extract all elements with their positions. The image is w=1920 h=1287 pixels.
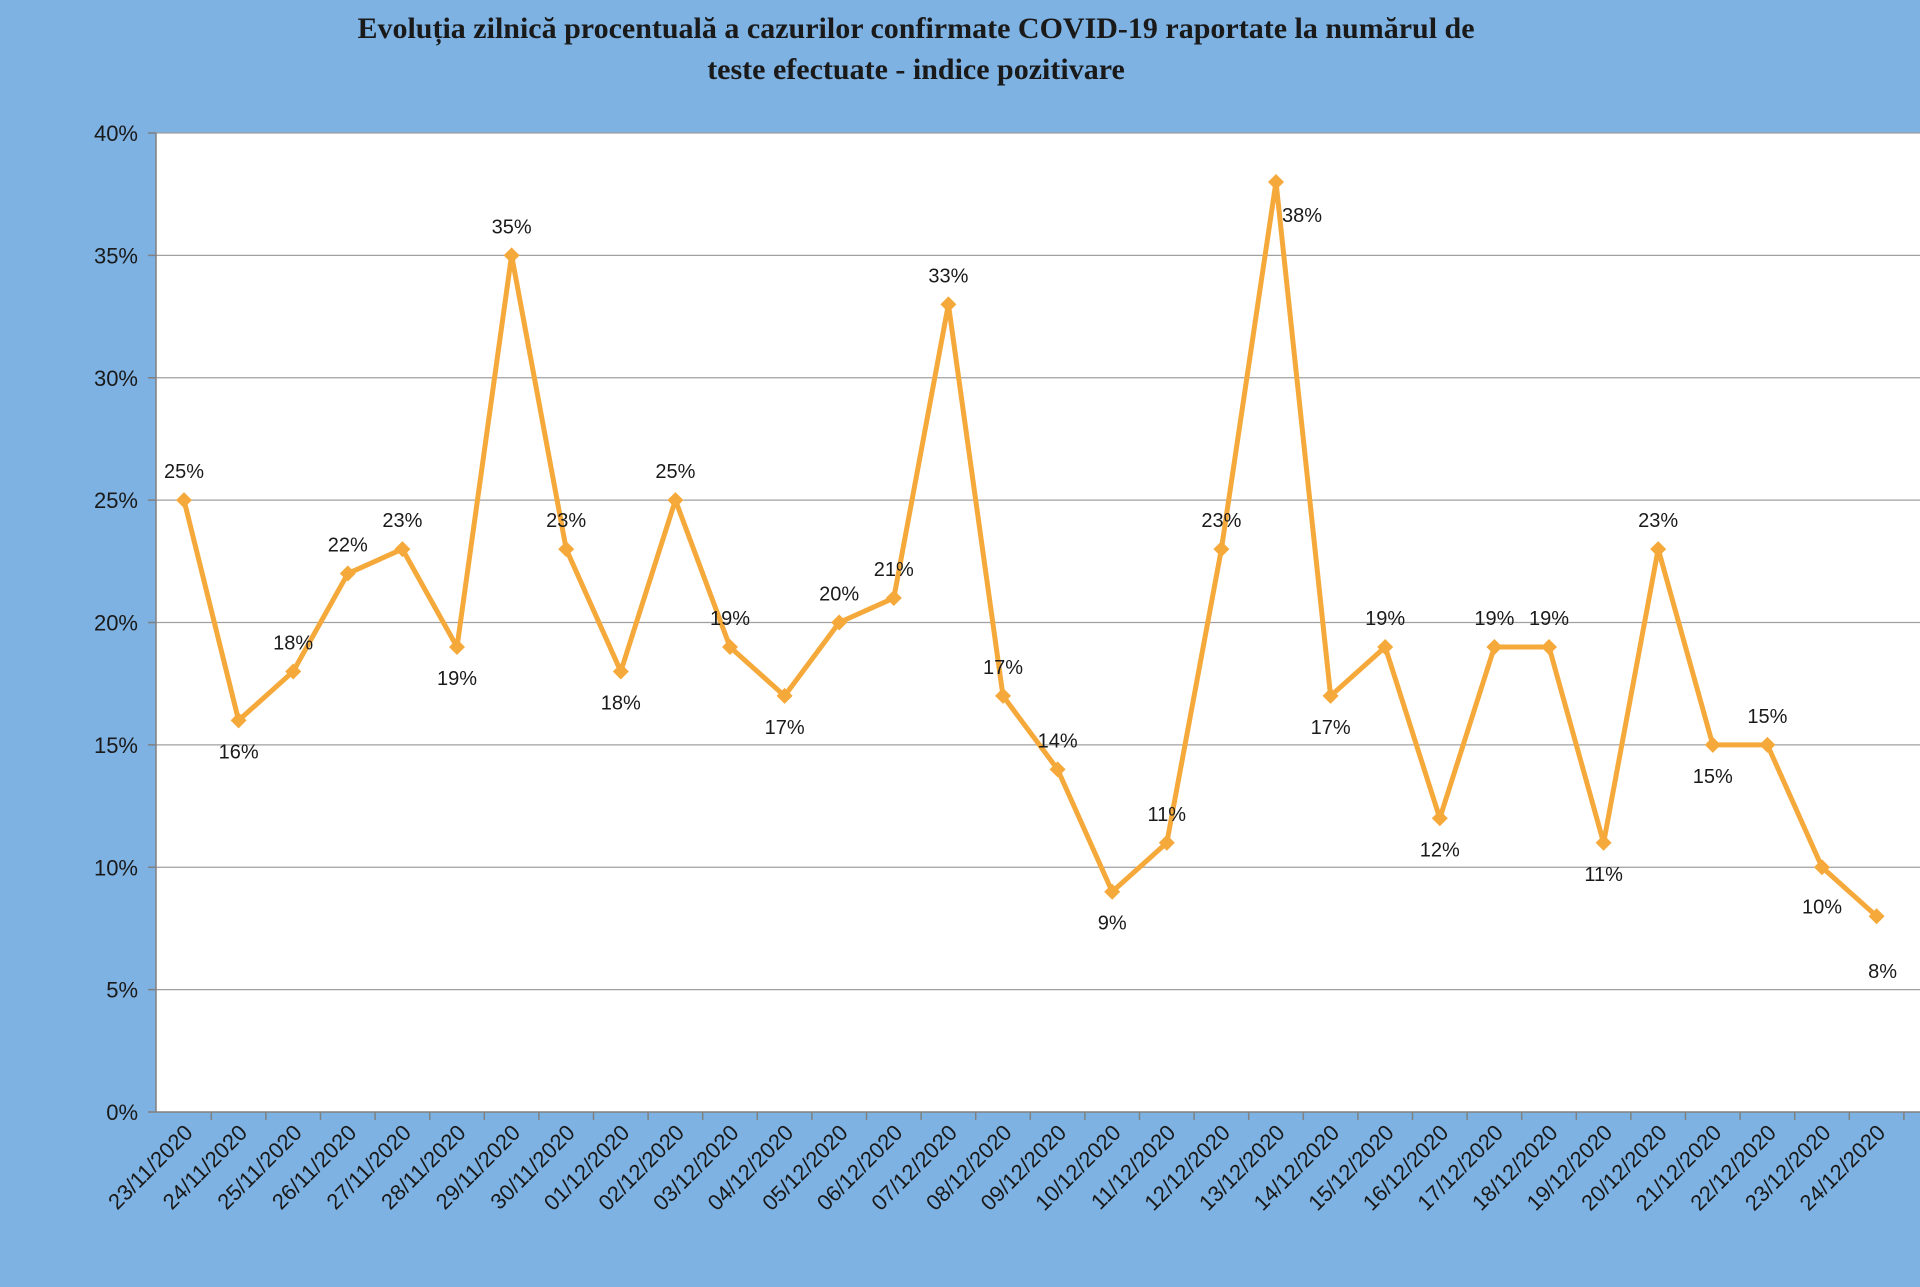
data-point (503, 247, 520, 264)
data-point (1541, 638, 1557, 655)
data-labels: 25% 16% 18% 22% 23% 19% 35% 23% 18% 25% 19% 17% 20% 2… (164, 205, 1897, 983)
y-tick-label: 25% (94, 488, 138, 513)
data-point (1049, 761, 1066, 778)
data-label: 25% (164, 461, 204, 483)
data-point (1377, 638, 1394, 655)
data-label: 11% (1584, 864, 1623, 886)
data-label: 20% (819, 584, 859, 606)
data-label: 12% (1420, 839, 1460, 861)
data-label: 23% (1638, 510, 1678, 532)
data-point (176, 492, 192, 509)
data-point (995, 687, 1011, 704)
data-point (230, 712, 247, 729)
data-label: 17% (1311, 717, 1351, 739)
data-label: 17% (765, 717, 805, 739)
y-tick-label: 30% (94, 366, 138, 391)
data-point (1814, 859, 1830, 876)
data-label: 35% (492, 216, 532, 238)
data-label: 19% (1365, 608, 1405, 630)
y-tick-label: 5% (106, 978, 138, 1003)
data-point (449, 638, 465, 655)
data-label: 19% (1529, 608, 1569, 630)
data-label: 15% (1693, 766, 1733, 788)
data-label: 9% (1098, 913, 1127, 935)
y-tick-label: 40% (94, 121, 138, 146)
data-label: 23% (546, 510, 586, 532)
data-label: 23% (382, 510, 422, 532)
data-label: 14% (1038, 730, 1078, 752)
data-point (1213, 541, 1230, 558)
data-point (1322, 687, 1339, 704)
data-label: 19% (710, 608, 750, 630)
series-line (181, 179, 1879, 919)
y-tick-label: 35% (94, 243, 138, 268)
data-label: 38% (1282, 205, 1322, 227)
data-label: 25% (655, 461, 695, 483)
data-point (1704, 736, 1721, 753)
data-label: 15% (1747, 706, 1787, 728)
data-label: 8% (1868, 961, 1897, 983)
data-point (1759, 736, 1776, 753)
data-point (1268, 173, 1284, 190)
data-label: 16% (219, 741, 259, 763)
data-point (722, 638, 738, 655)
data-point (1486, 638, 1503, 655)
y-tick-label: 15% (94, 733, 138, 758)
y-tick-label: 0% (106, 1100, 138, 1125)
data-point (1650, 541, 1667, 558)
data-point (667, 492, 684, 509)
y-tick-label: 10% (94, 855, 138, 880)
data-label: 11% (1148, 804, 1187, 826)
chart-title-line-2: teste efectuate - indice pozitivare (707, 53, 1125, 86)
data-label: 17% (983, 657, 1023, 679)
data-point (339, 565, 356, 582)
data-label: 19% (437, 668, 477, 690)
data-point (285, 663, 302, 680)
data-point (1595, 834, 1612, 851)
data-label: 18% (601, 692, 641, 714)
series-markers (176, 173, 1885, 925)
data-point (1868, 908, 1885, 925)
data-point (1431, 810, 1448, 827)
data-point (1158, 834, 1175, 851)
data-label: 21% (874, 559, 914, 581)
data-point (940, 296, 957, 313)
data-label: 22% (328, 535, 368, 557)
data-point (394, 541, 411, 558)
data-label: 33% (928, 265, 968, 287)
y-axis-ticks: 0% 5% 10% 15% 20% 25% 30% 35% 40% (94, 121, 156, 1125)
data-point (776, 687, 793, 704)
data-point (831, 614, 848, 631)
data-label: 23% (1201, 510, 1241, 532)
chart-title-line-1: Evoluția zilnică procentuală a cazurilor… (357, 12, 1474, 46)
data-point (558, 541, 575, 558)
data-point (612, 663, 629, 680)
data-label: 10% (1802, 896, 1842, 918)
y-tick-label: 20% (94, 611, 138, 636)
data-point (1104, 883, 1121, 900)
data-point (885, 590, 902, 607)
data-label: 19% (1474, 608, 1514, 630)
data-label: 18% (273, 632, 313, 654)
